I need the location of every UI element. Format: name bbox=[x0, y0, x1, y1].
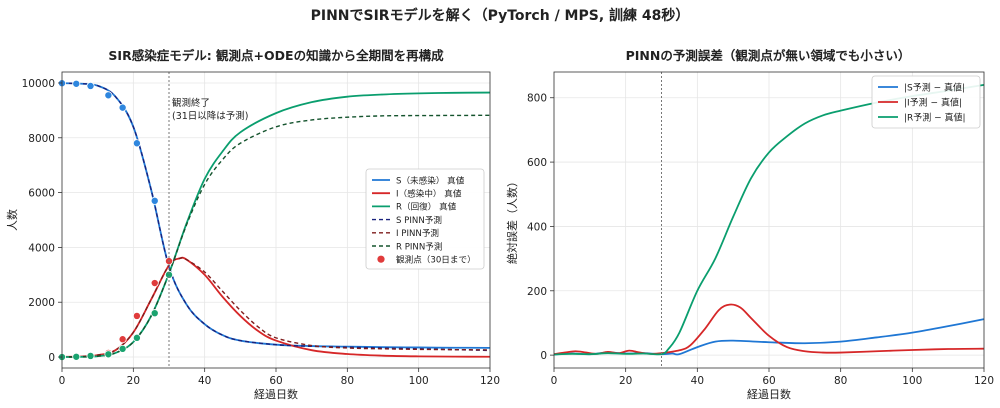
y-tick-label: 4000 bbox=[28, 242, 55, 254]
legend-label: |R予測 − 真値| bbox=[904, 111, 966, 123]
x-tick-label: 60 bbox=[269, 375, 282, 387]
series-line-s-pinn bbox=[61, 82, 491, 352]
legend-label: 観測点（30日まで） bbox=[396, 254, 476, 266]
legend-swatch-observations bbox=[377, 255, 385, 263]
observation-point-s bbox=[104, 91, 113, 100]
series-line-i-pinn bbox=[61, 257, 491, 358]
observation-point-s bbox=[150, 196, 159, 205]
legend-label: |I予測 − 真値| bbox=[904, 96, 962, 108]
x-tick-label: 100 bbox=[902, 375, 922, 387]
left-axis-ticks: 0 20 40 60 80 100 120 0 2000 4000 6000 8000 10000 bbox=[22, 78, 500, 387]
x-tick-label: 80 bbox=[341, 375, 354, 387]
y-tick-label: 2000 bbox=[28, 297, 55, 309]
x-tick-label: 120 bbox=[480, 375, 500, 387]
legend-label: S PINN予測 bbox=[396, 214, 442, 226]
left-ylabel: 人数 bbox=[6, 209, 19, 231]
observation-point-i bbox=[150, 279, 159, 288]
x-tick-label: 100 bbox=[409, 375, 429, 387]
x-tick-label: 60 bbox=[762, 375, 775, 387]
x-tick-label: 80 bbox=[834, 375, 847, 387]
left-chart: SIR感染症モデル: 観測点+ODEの知識から全期間を再構成 観測終了 (31日… bbox=[6, 48, 500, 401]
legend-label: I（感染中） 真値 bbox=[396, 188, 462, 200]
x-tick-label: 0 bbox=[551, 375, 558, 387]
y-tick-label: 8000 bbox=[28, 133, 55, 145]
observation-point-s bbox=[72, 79, 81, 88]
observation-point-i bbox=[118, 335, 127, 344]
x-tick-label: 120 bbox=[974, 375, 994, 387]
right-ylabel: 絶対誤差（人数） bbox=[505, 176, 519, 264]
observation-point-s bbox=[132, 139, 141, 148]
right-chart: PINNの予測誤差（観測点が無い領域でも小さい） 0 20 40 60 80 100 120… bbox=[505, 48, 994, 401]
observation-point-i bbox=[132, 311, 141, 320]
observation-point-s bbox=[118, 103, 127, 112]
legend-label: S（未感染） 真値 bbox=[396, 174, 465, 186]
legend-label: |S予測 − 真値| bbox=[904, 81, 965, 93]
observation-point-r bbox=[118, 344, 127, 353]
legend-label: R（回復） 真値 bbox=[396, 201, 457, 213]
y-tick-label: 600 bbox=[527, 157, 547, 169]
y-tick-label: 800 bbox=[527, 93, 547, 105]
left-xlabel: 経過日数 bbox=[254, 388, 298, 401]
right-xlabel: 経過日数 bbox=[747, 388, 791, 401]
y-tick-label: 6000 bbox=[28, 188, 55, 200]
x-tick-label: 20 bbox=[619, 375, 632, 387]
x-tick-label: 0 bbox=[59, 375, 66, 387]
x-tick-label: 40 bbox=[198, 375, 211, 387]
legend-label: I PINN予測 bbox=[396, 227, 439, 239]
right-grid bbox=[553, 72, 985, 368]
observation-point-r bbox=[132, 333, 141, 342]
observation-point-r bbox=[150, 309, 159, 318]
observation-point-r bbox=[164, 270, 173, 279]
observation-point-s bbox=[86, 81, 95, 90]
right-legend-box bbox=[871, 75, 981, 129]
series-line-r-pinn bbox=[61, 114, 491, 358]
left-legend-box bbox=[365, 168, 485, 270]
x-tick-label: 40 bbox=[691, 375, 704, 387]
y-tick-label: 200 bbox=[527, 286, 547, 298]
right-axis-ticks: 0 20 40 60 80 100 120 0 200 400 600 800 bbox=[527, 93, 994, 387]
series-line-r bbox=[553, 83, 985, 356]
y-tick-label: 400 bbox=[527, 221, 547, 233]
right-chart-title: PINNの予測誤差（観測点が無い領域でも小さい） bbox=[626, 48, 911, 63]
figure-suptitle: PINNでSIRモデルを解く（PyTorch / MPS, 訓練 48秒） bbox=[311, 7, 690, 24]
y-tick-label: 0 bbox=[48, 352, 55, 364]
observation-point-r bbox=[72, 352, 81, 361]
observation-point-r bbox=[104, 350, 113, 359]
legend-label: R PINN予測 bbox=[396, 240, 442, 252]
right-legend: |S予測 − 真値| |I予測 − 真値| |R予測 − 真値| bbox=[871, 75, 981, 129]
right-series-lines bbox=[553, 83, 985, 356]
left-vline-label-line1: 観測終了 bbox=[172, 97, 210, 109]
left-series-lines bbox=[61, 82, 491, 358]
observation-point-r bbox=[86, 351, 95, 360]
left-vline-label-line2: (31日以降は予測) bbox=[172, 110, 249, 122]
x-tick-label: 20 bbox=[127, 375, 140, 387]
y-tick-label: 10000 bbox=[22, 78, 55, 90]
y-tick-label: 0 bbox=[540, 350, 547, 362]
left-chart-title: SIR感染症モデル: 観測点+ODEの知識から全期間を再構成 bbox=[108, 48, 444, 63]
